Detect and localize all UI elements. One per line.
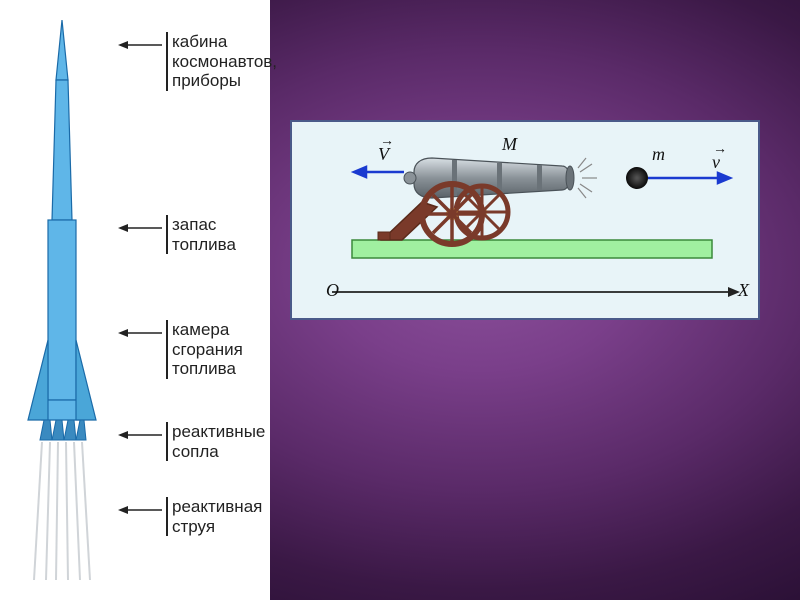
label-text: запас топлива <box>172 215 236 254</box>
arrow-left-icon <box>118 38 162 52</box>
arrow-left-icon <box>118 428 162 442</box>
label-cabin: кабина космонавтов, приборы <box>118 32 277 91</box>
rocket-diagram <box>6 20 118 590</box>
rocket-panel: кабина космонавтов, приборы запас топлив… <box>0 0 270 600</box>
arrow-left-icon <box>118 326 162 340</box>
cannon-panel: → V M m → v O X <box>290 120 760 320</box>
label-text: камера сгорания топлива <box>172 320 243 379</box>
v-vector-label: → v <box>712 152 720 173</box>
X-label: X <box>738 280 749 301</box>
V-vector-label: → V <box>378 144 389 165</box>
O-label: O <box>326 280 339 301</box>
label-fuel: запас топлива <box>118 215 236 254</box>
arrow-left-icon <box>118 503 162 517</box>
label-text: реактивная струя <box>172 497 262 536</box>
m-label: m <box>652 144 665 165</box>
arrow-left-icon <box>118 221 162 235</box>
M-label: M <box>502 134 517 155</box>
label-text: кабина космонавтов, приборы <box>172 32 277 91</box>
cannon-diagram <box>292 122 762 322</box>
label-stream: реактивная струя <box>118 497 262 536</box>
label-chamber: камера сгорания топлива <box>118 320 243 379</box>
label-text: реактивные сопла <box>172 422 265 461</box>
label-nozzles: реактивные сопла <box>118 422 265 461</box>
